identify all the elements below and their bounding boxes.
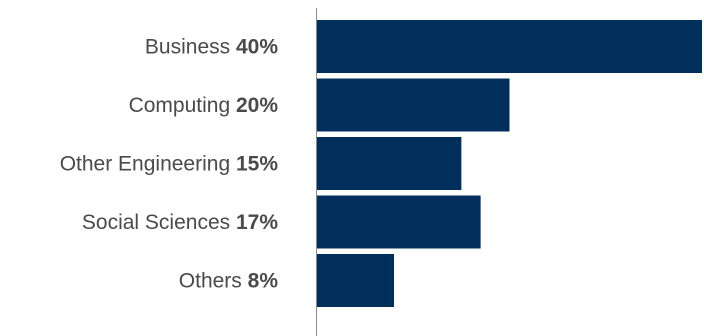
category-label: Others 8% (179, 270, 279, 293)
bar-others (317, 254, 394, 307)
bar-computing (317, 78, 510, 132)
category-label: Social Sciences 17% (82, 211, 278, 234)
bars-group (317, 20, 702, 307)
category-name: Business (145, 36, 236, 59)
category-label: Other Engineering 15% (60, 153, 279, 176)
bar-other-engineering (317, 137, 462, 190)
category-label: Business 40% (145, 36, 278, 59)
value-label: 8% (248, 270, 279, 293)
bar-social-sciences (317, 195, 481, 249)
category-name: Social Sciences (82, 211, 236, 234)
value-label: 17% (236, 211, 278, 234)
category-label: Computing 20% (129, 94, 279, 117)
value-label: 40% (236, 36, 278, 59)
category-name: Computing (129, 94, 236, 117)
value-label: 15% (236, 153, 278, 176)
category-name: Other Engineering (60, 153, 236, 176)
category-name: Others (179, 270, 248, 293)
category-labels-group: Business 40% Computing 20% Other Engineeri… (60, 36, 279, 293)
bar-business (317, 20, 702, 73)
value-label: 20% (236, 94, 278, 117)
